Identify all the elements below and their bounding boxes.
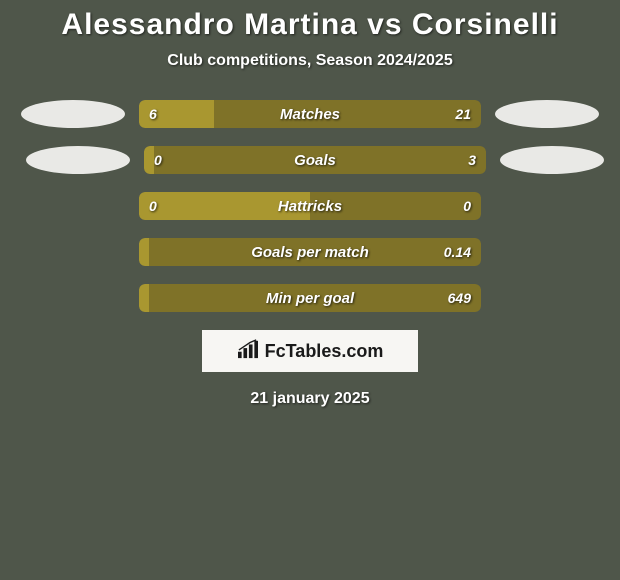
stat-bar: 0Hattricks0	[139, 192, 481, 220]
stat-row: 6Matches21	[0, 100, 620, 128]
player-left-ellipse	[26, 146, 130, 174]
player-right-ellipse	[495, 100, 599, 128]
subtitle: Club competitions, Season 2024/2025	[0, 52, 620, 70]
stat-rows: 6Matches210Goals30Hattricks0Goals per ma…	[0, 100, 620, 312]
stat-bar: 0Goals3	[144, 146, 486, 174]
stat-row: 0Goals3	[0, 146, 620, 174]
brand-chart-icon	[237, 339, 259, 364]
stat-label: Goals	[144, 146, 486, 174]
stat-value-right: 0	[463, 192, 471, 220]
stat-value-right: 0.14	[444, 238, 471, 266]
stat-bar: Min per goal649	[139, 284, 481, 312]
stat-row: Min per goal649	[0, 284, 620, 312]
stat-value-right: 3	[468, 146, 476, 174]
stat-bar: 6Matches21	[139, 100, 481, 128]
stat-label: Hattricks	[139, 192, 481, 220]
player-left-ellipse	[21, 100, 125, 128]
comparison-infographic: Alessandro Martina vs Corsinelli Club co…	[0, 0, 620, 408]
stat-bar: Goals per match0.14	[139, 238, 481, 266]
stat-row: Goals per match0.14	[0, 238, 620, 266]
stat-value-right: 21	[455, 100, 471, 128]
player-right-ellipse	[500, 146, 604, 174]
stat-row: 0Hattricks0	[0, 192, 620, 220]
stat-label: Goals per match	[139, 238, 481, 266]
brand-text: FcTables.com	[265, 341, 384, 362]
date-text: 21 january 2025	[0, 390, 620, 408]
page-title: Alessandro Martina vs Corsinelli	[0, 8, 620, 42]
stat-label: Min per goal	[139, 284, 481, 312]
brand-badge: FcTables.com	[202, 330, 418, 372]
stat-label: Matches	[139, 100, 481, 128]
stat-value-right: 649	[448, 284, 471, 312]
